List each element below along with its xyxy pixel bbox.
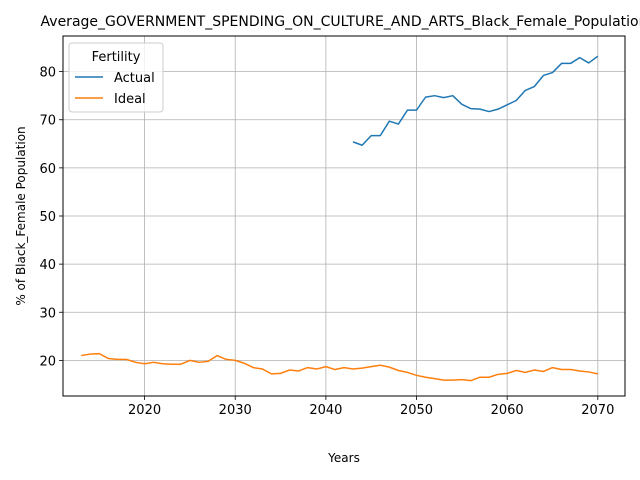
series-line-actual bbox=[352, 55, 599, 146]
y-tick-label: 70 bbox=[39, 114, 56, 129]
x-tick-label: 2020 bbox=[128, 403, 161, 418]
x-axis-label: Years bbox=[327, 451, 360, 465]
x-tick-label: 2050 bbox=[400, 403, 433, 418]
y-tick-label: 80 bbox=[39, 66, 56, 81]
grid-lines bbox=[63, 36, 625, 396]
y-tick-label: 20 bbox=[39, 354, 56, 369]
legend-label-ideal: Ideal bbox=[114, 92, 146, 107]
y-tick-label: 30 bbox=[39, 306, 56, 321]
legend: Fertility Actual Ideal bbox=[68, 42, 164, 113]
legend-title: Fertility bbox=[92, 50, 141, 65]
x-tick-label: 2040 bbox=[309, 403, 342, 418]
x-tick-label: 2030 bbox=[219, 403, 252, 418]
x-tick-label: 2070 bbox=[581, 403, 614, 418]
series-lines bbox=[81, 55, 599, 382]
y-tick-label: 50 bbox=[39, 210, 56, 225]
y-axis-label: % of Black_Female Population bbox=[14, 126, 28, 305]
chart-title: Average_GOVERNMENT_SPENDING_ON_CULTURE_A… bbox=[41, 14, 640, 30]
legend-label-actual: Actual bbox=[114, 71, 155, 86]
y-tick-label: 40 bbox=[39, 258, 56, 273]
y-tick-label: 60 bbox=[39, 162, 56, 177]
legend-box bbox=[68, 42, 164, 113]
series-line-ideal bbox=[81, 352, 598, 382]
x-tick-label: 2060 bbox=[491, 403, 524, 418]
